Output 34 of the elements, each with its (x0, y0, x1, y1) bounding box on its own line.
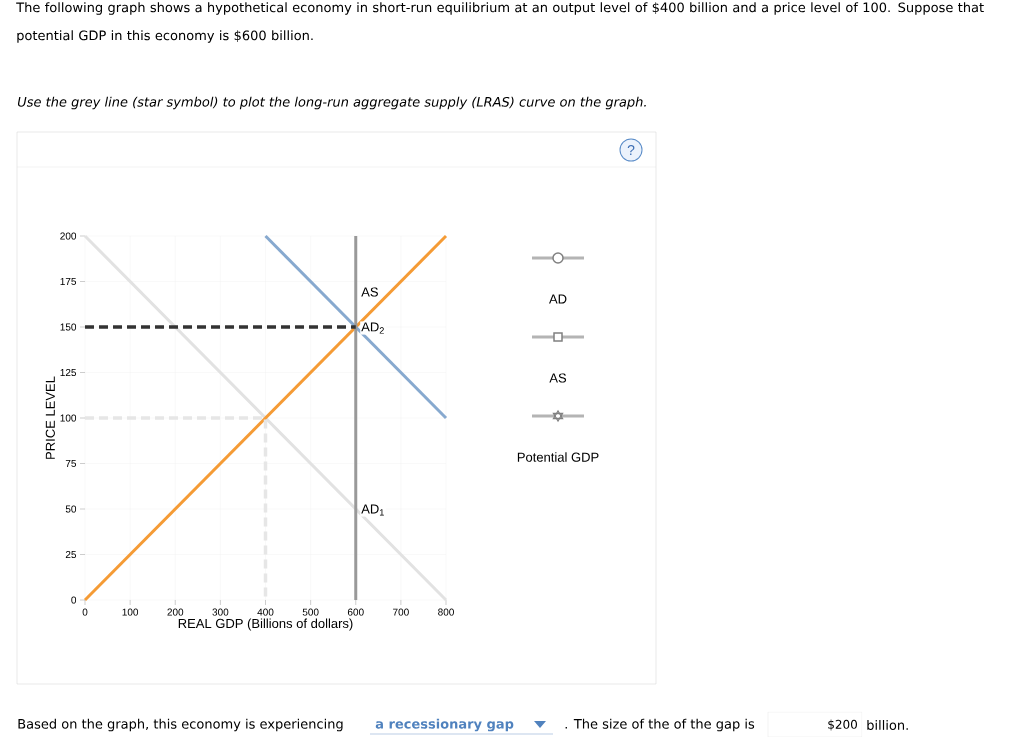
y-tick-label: 100 (60, 414, 77, 422)
x-tick-label: 800 (438, 608, 454, 616)
y-tick-label: 0 (71, 596, 77, 604)
text: The following graph shows a hypothetical economy in short-run equilibrium at an output level of $400 billion and a price level of 100. Suppose that potential GDP in this economy is $600 billion. (16, 2, 984, 43)
annotation: AD$_{1}$ (361, 504, 384, 516)
x-tick-label: 0 (82, 608, 88, 616)
y-tick-label: 200 (60, 232, 77, 240)
text: AD (549, 294, 567, 304)
y-tick-label: 75 (65, 460, 77, 467)
chart-subtitle: Use the grey line (star symbol) to plot the long-run aggregate supply (LRAS) curve on the graph. (17, 96, 646, 110)
x-tick-label: 400 (257, 608, 274, 616)
x-tick-label: 500 (302, 608, 319, 616)
y-tick-label: 25 (65, 550, 77, 559)
x-tick-label: 300 (212, 608, 229, 616)
text: AS (549, 373, 567, 383)
x-tick-label: 100 (122, 608, 139, 616)
y-tick-label: 150 (60, 323, 77, 331)
x-tick-label: 600 (347, 608, 364, 616)
text: $200 (828, 719, 858, 731)
text: a recessionary gap (375, 718, 514, 732)
y-axis-title: PRICE LEVEL (45, 376, 55, 459)
text: Potential GDP (517, 452, 599, 462)
annotation: AS (361, 287, 378, 297)
annotation: AD$_{2}$ (361, 322, 384, 334)
text: billion. (867, 719, 908, 731)
text: Based on the graph, this economy is experiencing (18, 718, 343, 732)
text: . The size of the of the gap is (565, 718, 755, 732)
y-tick-label: 50 (65, 505, 77, 513)
text: ? (627, 145, 635, 155)
y-tick-label: 125 (60, 368, 77, 377)
y-tick-label: 175 (60, 278, 77, 285)
x-axis-title: REAL GDP (Billions of dollars) (178, 618, 353, 631)
x-tick-label: 200 (167, 608, 184, 616)
x-tick-label: 700 (393, 608, 409, 616)
